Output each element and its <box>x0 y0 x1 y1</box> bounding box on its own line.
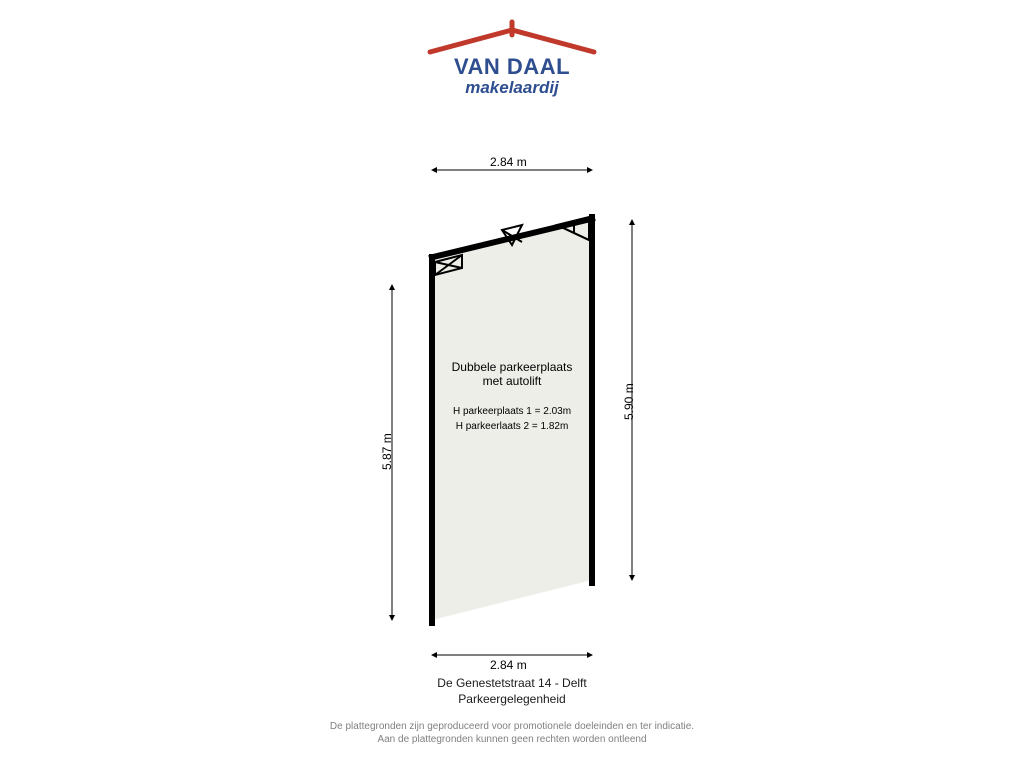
logo-roof-icon <box>412 18 612 58</box>
dimension-top: 2.84 m <box>490 155 527 169</box>
logo-text-line1: VAN DAAL <box>412 54 612 80</box>
dimension-left: 5.87 m <box>380 433 394 470</box>
footer-disclaimer: De plattegronden zijn geproduceerd voor … <box>0 720 1024 746</box>
logo-text-line2: makelaardij <box>412 78 612 98</box>
logo: VAN DAAL makelaardij <box>412 18 612 98</box>
floorplan: 2.84 m 2.84 m 5.87 m 5.90 m Dubbele park… <box>332 150 692 670</box>
room-label: Dubbele parkeerplaats met autolift H par… <box>422 360 602 432</box>
footer-disclaimer-line2: Aan de plattegronden kunnen geen rechten… <box>0 733 1024 746</box>
dimension-right: 5.90 m <box>622 383 636 420</box>
dimension-bottom: 2.84 m <box>490 658 527 672</box>
room-title-line1: Dubbele parkeerplaats <box>422 360 602 374</box>
footer: De Genestetstraat 14 - Delft Parkeergele… <box>0 676 1024 746</box>
room-height-1: H parkeerplaats 1 = 2.03m <box>422 406 602 417</box>
room-height-2: H parkeerlaats 2 = 1.82m <box>422 421 602 432</box>
footer-subtitle: Parkeergelegenheid <box>0 692 1024 706</box>
footer-address: De Genestetstraat 14 - Delft <box>0 676 1024 690</box>
footer-disclaimer-line1: De plattegronden zijn geproduceerd voor … <box>0 720 1024 733</box>
page: VAN DAAL makelaardij <box>0 0 1024 768</box>
room-title-line2: met autolift <box>422 374 602 388</box>
